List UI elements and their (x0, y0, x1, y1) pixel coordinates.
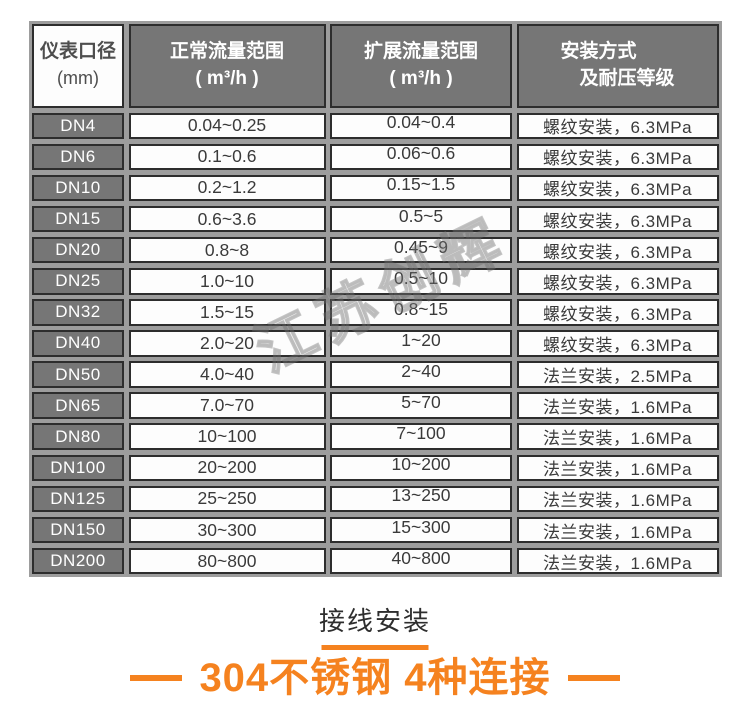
normal-range-cell: 7.0~70 (128, 392, 326, 419)
extended-range-cell: 0.15~1.5 (330, 174, 512, 202)
diameter-cell: DN50 (32, 361, 124, 388)
extended-range-cell: 0.8~15 (330, 299, 512, 326)
normal-range-cell: 4.0~40 (128, 361, 326, 388)
normal-range-cell: 25~250 (128, 485, 326, 513)
header-install: 安装方式 及耐压等级 (516, 24, 719, 108)
extended-range-cell: 0.5~5 (330, 205, 512, 233)
headline-right-dash (567, 675, 620, 681)
header-diameter: 仪表口径 (mm) (32, 24, 124, 108)
extended-range-cell: 0.04~0.4 (330, 112, 512, 140)
install-cell: 螺纹安装，6.3MPa (516, 267, 719, 295)
section-title: 接线安装 (318, 606, 431, 636)
normal-range-cell: 80~800 (128, 547, 326, 575)
install-cell: 法兰安装，1.6MPa (516, 516, 719, 544)
normal-range-cell: 0.6~3.6 (128, 205, 326, 233)
install-cell: 法兰安装，1.6MPa (516, 423, 719, 451)
install-cell: 法兰安装，2.5MPa (516, 361, 719, 388)
header-normal-range: 正常流量范围 ( m³/h ) (128, 24, 326, 108)
extended-range-cell: 1~20 (330, 330, 512, 357)
headline-left-dash (130, 675, 183, 681)
extended-range-cell: 10~200 (330, 454, 512, 482)
header-diameter-unit: (mm) (57, 68, 99, 88)
header-extended-range: 扩展流量范围 ( m³/h ) (330, 24, 512, 108)
header-normal-range-unit: ( m³/h ) (195, 68, 259, 89)
header-diameter-label: 仪表口径 (39, 41, 116, 63)
install-cell: 螺纹安装，6.3MPa (516, 174, 719, 202)
headline-text: 304不锈钢 4种连接 (199, 656, 551, 700)
install-cell: 螺纹安装，6.3MPa (516, 143, 719, 171)
header-extended-range-label: 扩展流量范围 (363, 41, 478, 63)
diameter-cell: DN40 (32, 330, 124, 357)
diameter-cell: DN6 (32, 143, 124, 171)
normal-range-cell: 0.04~0.25 (128, 112, 326, 140)
header-install-label: 安装方式 (560, 41, 637, 63)
section-title-underline (321, 645, 429, 650)
normal-range-cell: 20~200 (128, 454, 326, 482)
normal-range-cell: 0.8~8 (128, 236, 326, 264)
normal-range-cell: 10~100 (128, 423, 326, 451)
header-install-rating-label: 及耐压等级 (579, 68, 675, 89)
install-cell: 螺纹安装，6.3MPa (516, 299, 719, 326)
extended-range-cell: 0.5~10 (330, 267, 512, 295)
install-cell: 螺纹安装，6.3MPa (516, 205, 719, 233)
install-cell: 螺纹安装，6.3MPa (516, 236, 719, 264)
diameter-cell: DN100 (32, 454, 124, 482)
headline-row: 304不锈钢 4种连接 (0, 655, 750, 701)
install-cell: 螺纹安装，6.3MPa (516, 112, 719, 140)
diameter-cell: DN4 (32, 112, 124, 140)
install-cell: 螺纹安装，6.3MPa (516, 330, 719, 357)
normal-range-cell: 0.2~1.2 (128, 174, 326, 202)
extended-range-cell: 2~40 (330, 361, 512, 388)
extended-range-cell: 15~300 (330, 516, 512, 544)
diameter-cell: DN32 (32, 299, 124, 326)
diameter-cell: DN150 (32, 516, 124, 544)
install-cell: 法兰安装，1.6MPa (516, 454, 719, 482)
normal-range-cell: 0.1~0.6 (128, 143, 326, 171)
extended-range-cell: 13~250 (330, 485, 512, 513)
normal-range-cell: 1.0~10 (128, 267, 326, 295)
diameter-cell: DN10 (32, 174, 124, 202)
diameter-cell: DN25 (32, 267, 124, 295)
extended-range-cell: 40~800 (330, 547, 512, 575)
header-normal-range-label: 正常流量范围 (169, 41, 284, 63)
diameter-cell: DN15 (32, 205, 124, 233)
header-extended-range-unit: ( m³/h ) (389, 68, 453, 89)
normal-range-cell: 1.5~15 (128, 299, 326, 326)
normal-range-cell: 2.0~20 (128, 330, 326, 357)
extended-range-cell: 0.45~9 (330, 236, 512, 264)
extended-range-cell: 7~100 (330, 423, 512, 451)
extended-range-cell: 0.06~0.6 (330, 143, 512, 171)
install-cell: 法兰安装，1.6MPa (516, 485, 719, 513)
diameter-cell: DN125 (32, 485, 124, 513)
diameter-cell: DN200 (32, 547, 124, 575)
spec-table: 仪表口径 (mm) 正常流量范围 ( m³/h ) 扩展流量范围 ( m³/h … (29, 21, 722, 578)
diameter-cell: DN80 (32, 423, 124, 451)
diameter-cell: DN65 (32, 392, 124, 419)
extended-range-cell: 5~70 (330, 392, 512, 419)
diameter-cell: DN20 (32, 236, 124, 264)
install-cell: 法兰安装，1.6MPa (516, 392, 719, 419)
normal-range-cell: 30~300 (128, 516, 326, 544)
install-cell: 法兰安装，1.6MPa (516, 547, 719, 575)
